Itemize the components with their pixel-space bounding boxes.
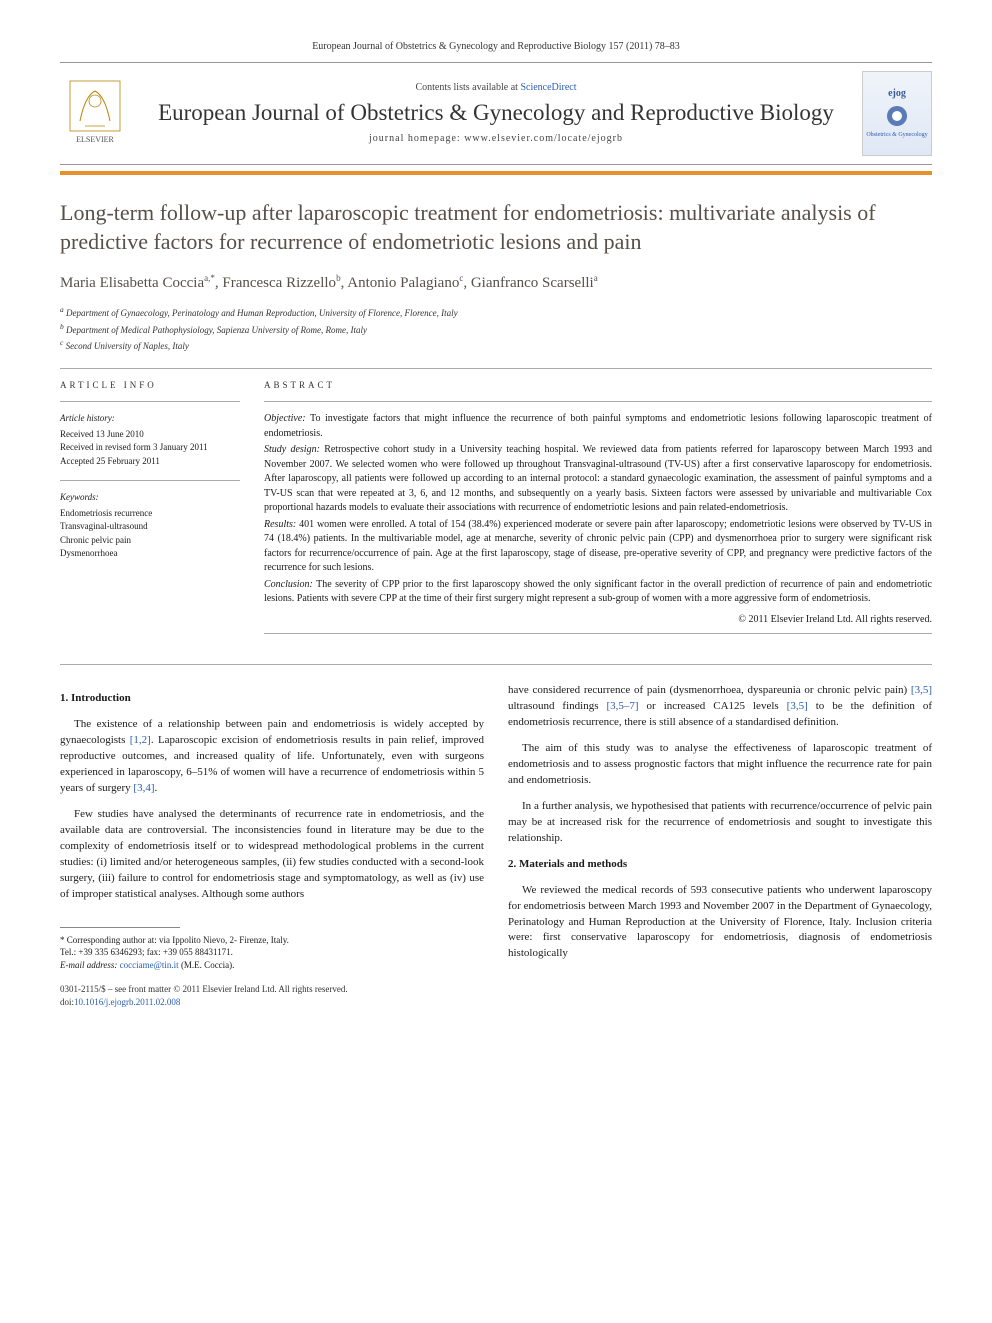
body-columns: 1. Introduction The existence of a relat… bbox=[60, 683, 932, 1008]
author-4: Gianfranco Scarselli bbox=[471, 275, 594, 291]
affiliation-b: b Department of Medical Pathophysiology,… bbox=[60, 321, 932, 338]
journal-homepage: journal homepage: www.elsevier.com/locat… bbox=[130, 132, 862, 146]
keyword-4: Dysmenorrhoea bbox=[60, 547, 240, 561]
abstract-copyright: © 2011 Elsevier Ireland Ltd. All rights … bbox=[264, 613, 932, 628]
corresponding-tel: Tel.: +39 335 6346293; fax: +39 055 8843… bbox=[60, 946, 484, 959]
accepted-date: Accepted 25 February 2011 bbox=[60, 455, 240, 469]
abstract-objective-label: Objective: bbox=[264, 413, 306, 424]
intro-p3: have considered recurrence of pain (dysm… bbox=[508, 683, 932, 731]
abstract-results: 401 women were enrolled. A total of 154 … bbox=[264, 519, 932, 574]
cover-logo-top: ejog bbox=[888, 87, 906, 101]
ref-link-1-2[interactable]: [1,2] bbox=[130, 734, 151, 746]
received-date: Received 13 June 2010 bbox=[60, 428, 240, 442]
journal-title: European Journal of Obstetrics & Gynecol… bbox=[130, 99, 862, 127]
journal-cover-thumb: ejog Obstetrics & Gynecology bbox=[862, 71, 932, 156]
article-info-heading: ARTICLE INFO bbox=[60, 379, 240, 392]
abstract-objective: To investigate factors that might influe… bbox=[264, 413, 932, 439]
email-suffix: (M.E. Coccia). bbox=[179, 960, 235, 970]
abstract-design: Retrospective cohort study in a Universi… bbox=[264, 444, 932, 513]
masthead-center: Contents lists available at ScienceDirec… bbox=[130, 81, 862, 147]
doi-line: doi:10.1016/j.ejogrb.2011.02.008 bbox=[60, 996, 484, 1009]
corresponding-author: * Corresponding author at: via Ippolito … bbox=[60, 934, 484, 947]
abstract-results-label: Results: bbox=[264, 519, 296, 530]
intro-p4: The aim of this study was to analyse the… bbox=[508, 741, 932, 789]
abstract-heading: ABSTRACT bbox=[264, 379, 932, 392]
author-2-sup: b bbox=[336, 273, 341, 283]
abstract: ABSTRACT Objective: To investigate facto… bbox=[264, 379, 932, 645]
email-label: E-mail address: bbox=[60, 960, 120, 970]
keywords-label: Keywords: bbox=[60, 491, 240, 505]
abstract-conclusion-label: Conclusion: bbox=[264, 579, 313, 590]
author-1: Maria Elisabetta Coccia bbox=[60, 275, 204, 291]
intro-p1: The existence of a relationship between … bbox=[60, 717, 484, 797]
orange-divider bbox=[60, 171, 932, 175]
author-3-sup: c bbox=[459, 273, 463, 283]
publisher-name: ELSEVIER bbox=[76, 135, 114, 144]
keyword-2: Transvaginal-ultrasound bbox=[60, 520, 240, 534]
affiliation-c: c Second University of Naples, Italy bbox=[60, 337, 932, 354]
keyword-3: Chronic pelvic pain bbox=[60, 534, 240, 548]
body-column-left: 1. Introduction The existence of a relat… bbox=[60, 683, 484, 1008]
article-title: Long-term follow-up after laparoscopic t… bbox=[60, 199, 932, 256]
section-1-heading: 1. Introduction bbox=[60, 691, 484, 707]
author-3: Antonio Palagiano bbox=[347, 275, 459, 291]
intro-p2: Few studies have analysed the determinan… bbox=[60, 807, 484, 903]
author-2: Francesca Rizzello bbox=[222, 275, 336, 291]
contents-available-line: Contents lists available at ScienceDirec… bbox=[130, 81, 862, 95]
article-history: Article history: Received 13 June 2010 R… bbox=[60, 412, 240, 468]
methods-p1: We reviewed the medical records of 593 c… bbox=[508, 883, 932, 963]
revised-date: Received in revised form 3 January 2011 bbox=[60, 441, 240, 455]
footer-meta: 0301-2115/$ – see front matter © 2011 El… bbox=[60, 983, 484, 1008]
divider bbox=[60, 368, 932, 369]
author-4-sup: a bbox=[594, 273, 598, 283]
footnotes: * Corresponding author at: via Ippolito … bbox=[60, 934, 484, 972]
section-2-heading: 2. Materials and methods bbox=[508, 857, 932, 873]
author-list: Maria Elisabetta Cocciaa,*, Francesca Ri… bbox=[60, 272, 932, 294]
publisher-logo: ELSEVIER bbox=[60, 76, 130, 151]
keyword-1: Endometriosis recurrence bbox=[60, 507, 240, 521]
intro-p5: In a further analysis, we hypothesised t… bbox=[508, 799, 932, 847]
info-abstract-row: ARTICLE INFO Article history: Received 1… bbox=[60, 379, 932, 645]
contents-prefix: Contents lists available at bbox=[415, 82, 520, 93]
ref-link-3-4[interactable]: [3,4] bbox=[133, 782, 154, 794]
footnote-separator bbox=[60, 927, 180, 928]
doi-link[interactable]: 10.1016/j.ejogrb.2011.02.008 bbox=[74, 997, 180, 1007]
issn-line: 0301-2115/$ – see front matter © 2011 El… bbox=[60, 983, 484, 996]
masthead: ELSEVIER Contents lists available at Sci… bbox=[60, 62, 932, 165]
article-info-sidebar: ARTICLE INFO Article history: Received 1… bbox=[60, 379, 240, 645]
cover-logo-bottom: Obstetrics & Gynecology bbox=[866, 131, 927, 139]
affiliation-a: a Department of Gynaecology, Perinatolog… bbox=[60, 304, 932, 321]
abstract-conclusion: The severity of CPP prior to the first l… bbox=[264, 579, 932, 605]
email-link[interactable]: cocciame@tin.it bbox=[120, 960, 179, 970]
body-column-right: have considered recurrence of pain (dysm… bbox=[508, 683, 932, 1008]
history-label: Article history: bbox=[60, 412, 240, 426]
author-1-sup: a,* bbox=[204, 273, 215, 283]
ref-link-3-5b[interactable]: [3,5] bbox=[787, 700, 808, 712]
keywords-block: Keywords: Endometriosis recurrence Trans… bbox=[60, 491, 240, 561]
abstract-design-label: Study design: bbox=[264, 444, 320, 455]
sciencedirect-link[interactable]: ScienceDirect bbox=[520, 82, 576, 93]
affiliations: a Department of Gynaecology, Perinatolog… bbox=[60, 304, 932, 354]
ref-link-3-5-7[interactable]: [3,5–7] bbox=[606, 700, 638, 712]
ref-link-3-5a[interactable]: [3,5] bbox=[911, 684, 932, 696]
corresponding-email-line: E-mail address: cocciame@tin.it (M.E. Co… bbox=[60, 959, 484, 972]
running-header: European Journal of Obstetrics & Gynecol… bbox=[60, 40, 932, 54]
